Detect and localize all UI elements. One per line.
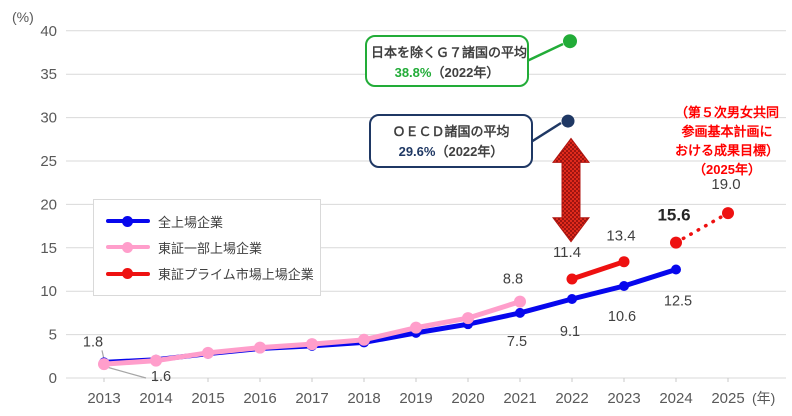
x-tick-label: 2021: [503, 390, 536, 407]
legend-label: 全上場企業: [158, 214, 224, 230]
g7-callout-value-line: 38.8%（2022年）: [371, 63, 523, 83]
data-point-tse-prime-market-target-2024: [670, 236, 682, 249]
x-axis-unit: (年): [752, 390, 775, 406]
point-label-1.6: 1.6: [151, 369, 171, 385]
g7-callout-title: 日本を除くＧ７諸国の平均: [371, 45, 528, 60]
x-tick-label: 2015: [191, 390, 224, 407]
data-point-all-listed-companies-2024: [671, 264, 681, 275]
data-point-tse-first-section-2014: [150, 354, 162, 367]
point-label-9.1: 9.1: [560, 324, 580, 340]
y-tick-label: 0: [49, 370, 57, 387]
point-label-8.8: 8.8: [503, 272, 523, 288]
point-label-12.5: 12.5: [664, 294, 692, 310]
oecd-value: 29.6%: [398, 144, 436, 159]
point-label-1.8: 1.8: [83, 334, 103, 350]
oecd-date: （2022年）: [435, 144, 504, 159]
x-tick-label: 2024: [659, 390, 692, 407]
oecd-callout-leader: [530, 121, 562, 144]
legend-item-all-listed-companies: 全上場企業: [106, 212, 308, 231]
y-axis-unit: (%): [12, 9, 34, 25]
legend-item-tse-prime-market: 東証プライム市場上場企業: [106, 264, 314, 283]
target-note: （第５次男女共同 参画基本計画に おける成果目標） （2025年）: [674, 105, 779, 177]
oecd-average-point: [561, 114, 575, 128]
x-tick-label: 2014: [139, 390, 172, 407]
data-point-tse-prime-market-2023: [618, 256, 630, 268]
x-tick-label: 2025: [711, 390, 744, 407]
point-label-11.4: 11.4: [553, 244, 581, 261]
gap-arrow: [552, 137, 590, 243]
series-line-tse-prime-market: [569, 259, 627, 282]
data-point-tse-first-section-2020: [462, 312, 474, 325]
x-tick-label: 2016: [243, 390, 276, 407]
oecd-callout-title: ＯＥＣＤ諸国の平均: [392, 124, 510, 139]
pink-line-swatch: [106, 241, 150, 253]
g7-value: 38.8%: [394, 65, 432, 80]
data-point-tse-prime-market-target-2025: [722, 207, 734, 220]
data-point-all-listed-companies-2022: [567, 294, 577, 305]
oecd-callout-value-line: 29.6%（2022年）: [375, 142, 527, 162]
x-tick-label: 2019: [399, 390, 432, 407]
y-tick-label: 20: [40, 196, 57, 213]
series-line-tse-first-section: [101, 299, 523, 367]
label-leader-line: [106, 366, 147, 379]
x-tick-label: 2018: [347, 390, 380, 407]
point-label-19.0: 19.0: [711, 176, 740, 193]
y-tick-label: 15: [40, 240, 57, 257]
x-tick-label: 2013: [87, 390, 120, 407]
y-tick-label: 30: [40, 110, 57, 127]
y-tick-label: 40: [40, 23, 57, 40]
data-point-all-listed-companies-2021: [515, 307, 525, 318]
legend-label: 東証一部上場企業: [158, 240, 263, 256]
legend-box: 全上場企業 東証一部上場企業 東証プライム市場上場企業: [93, 199, 321, 296]
oecd-average-callout: ＯＥＣＤ諸国の平均 29.6%（2022年）: [369, 114, 533, 168]
legend-label: 東証プライム市場上場企業: [158, 267, 314, 283]
y-tick-label: 5: [49, 327, 57, 344]
data-point-tse-first-section-2019: [410, 321, 422, 334]
point-label-13.4: 13.4: [606, 228, 635, 245]
g7-average-point: [563, 34, 577, 49]
data-point-tse-first-section-2017: [306, 338, 318, 351]
x-tick-label: 2017: [295, 390, 328, 407]
y-tick-label: 35: [40, 66, 57, 83]
point-label-7.5: 7.5: [507, 334, 527, 350]
x-tick-label: 2020: [451, 390, 484, 407]
x-tick-label: 2023: [607, 390, 640, 407]
point-label-15.6: 15.6: [657, 206, 690, 225]
g7-callout-leader: [526, 42, 564, 63]
y-tick-label: 25: [40, 153, 57, 170]
y-tick-label: 10: [40, 283, 57, 300]
red-line-swatch: [106, 268, 150, 280]
g7-date: （2022年）: [431, 65, 500, 80]
data-point-tse-first-section-2016: [254, 341, 266, 354]
data-point-tse-first-section-2021: [514, 295, 526, 308]
data-point-tse-first-section-2018: [358, 333, 370, 346]
data-point-tse-first-section-2013: [98, 358, 110, 371]
legend-item-tse-first-section: 東証一部上場企業: [106, 238, 308, 257]
data-point-tse-prime-market-2022: [566, 273, 578, 285]
series-line-tse-prime-market-target: [674, 211, 730, 245]
g7-average-callout: 日本を除くＧ７諸国の平均 38.8%（2022年）: [365, 35, 529, 87]
data-point-all-listed-companies-2023: [619, 280, 629, 291]
point-label-10.6: 10.6: [608, 309, 636, 325]
blue-line-swatch: [106, 215, 150, 227]
data-point-tse-first-section-2015: [202, 346, 214, 359]
x-tick-label: 2022: [555, 390, 588, 407]
